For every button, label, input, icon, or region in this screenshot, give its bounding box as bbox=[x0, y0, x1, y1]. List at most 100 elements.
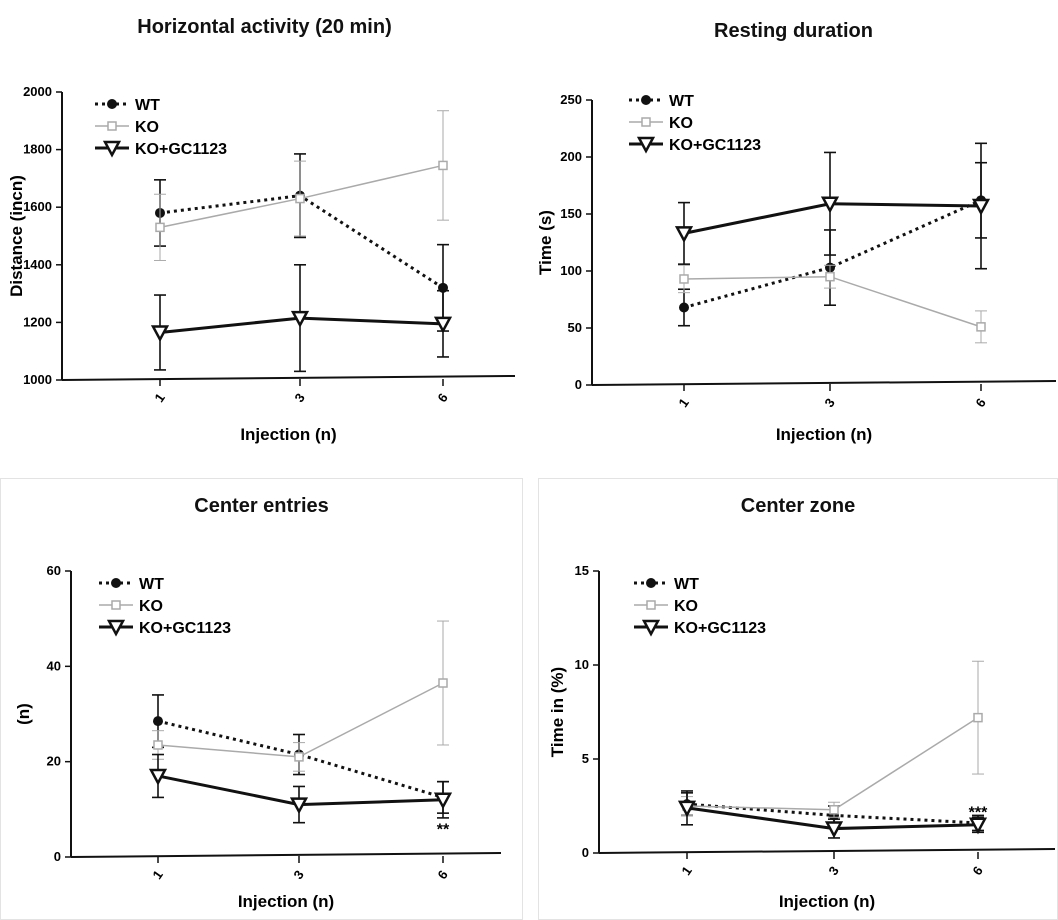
x-axis-label: Injection (n) bbox=[240, 425, 336, 444]
chart-title: Center entries bbox=[194, 495, 329, 517]
y-tick-label: 0 bbox=[54, 849, 61, 864]
legend-marker bbox=[641, 117, 651, 127]
chart-svg: 0 5 10 15 1 3 6 Injection (n) Time in (%) WT KO KO+… bbox=[548, 563, 1056, 911]
y-tick-label: 100 bbox=[560, 263, 582, 278]
legend-marker bbox=[107, 121, 117, 131]
series-line bbox=[686, 717, 979, 811]
data-point-ko bbox=[153, 740, 163, 750]
y-tick-label: 200 bbox=[560, 149, 582, 164]
data-point-ko-gc1123 bbox=[102, 140, 122, 158]
y-tick-label: 1400 bbox=[23, 257, 52, 272]
data-point-ko-gc1123 bbox=[433, 792, 453, 810]
legend-label: WT bbox=[674, 576, 699, 593]
y-tick-label: 0 bbox=[582, 845, 589, 860]
data-point-ko-gc1123 bbox=[636, 136, 656, 154]
data-point-ko bbox=[829, 805, 839, 815]
series-ko-gc1123 bbox=[150, 263, 453, 373]
y-tick-label: 0 bbox=[575, 377, 582, 392]
data-point-ko bbox=[641, 117, 651, 127]
series-ko bbox=[681, 660, 984, 818]
data-point-ko bbox=[976, 322, 986, 332]
data-point-wt bbox=[679, 302, 689, 313]
x-tick-label: 3 bbox=[291, 390, 307, 405]
chart-svg: 0 20 40 60 1 3 6 Injection (n) (n) WT KO KO+GC1123 *… bbox=[14, 563, 502, 911]
legend-label: KO bbox=[674, 598, 698, 615]
data-point-wt bbox=[153, 716, 163, 727]
x-axis bbox=[591, 380, 1057, 386]
data-point-ko bbox=[295, 193, 305, 204]
y-tick-label: 40 bbox=[47, 658, 61, 673]
y-tick-label: 20 bbox=[47, 754, 61, 769]
data-point-ko bbox=[111, 600, 121, 610]
series-line bbox=[683, 198, 982, 309]
chart-title: Center zone bbox=[740, 495, 856, 517]
significance-annotation: *** bbox=[969, 805, 988, 822]
data-point-ko-gc1123 bbox=[641, 619, 661, 637]
data-point-ko bbox=[679, 274, 689, 284]
x-tick-label: 3 bbox=[290, 867, 306, 882]
y-tick-label: 10 bbox=[575, 657, 589, 672]
data-point-ko-gc1123 bbox=[824, 821, 844, 839]
legend-label: KO+GC1123 bbox=[135, 141, 227, 158]
legend-marker bbox=[102, 140, 122, 158]
legend-label: KO+GC1123 bbox=[674, 620, 766, 637]
series-ko-gc1123 bbox=[674, 142, 991, 270]
x-tick-label: 1 bbox=[149, 867, 165, 882]
y-tick-label: 1200 bbox=[23, 314, 52, 329]
series-ko-gc1123 bbox=[677, 790, 988, 839]
data-point-ko bbox=[438, 678, 448, 688]
y-tick-label: 2000 bbox=[23, 84, 52, 99]
x-axis bbox=[598, 848, 1056, 854]
chart-svg: 0 50 100 150 200 250 1 3 6 Injection (n) Time (s) W… bbox=[536, 92, 1057, 444]
chart-title: Resting duration bbox=[714, 20, 873, 42]
series-ko bbox=[154, 110, 449, 261]
data-point-ko-gc1123 bbox=[289, 797, 309, 815]
legend-label: KO bbox=[669, 115, 693, 132]
data-point-ko-gc1123 bbox=[971, 198, 991, 216]
y-tick-label: 1000 bbox=[23, 372, 52, 387]
y-tick-label: 60 bbox=[47, 563, 61, 578]
chart-panel-center-zone: Center zone 0 5 10 15 1 3 6 Injection (n) Time i… bbox=[538, 478, 1058, 920]
data-point-ko bbox=[155, 222, 165, 233]
y-tick-label: 1800 bbox=[23, 142, 52, 157]
data-point-ko-gc1123 bbox=[290, 310, 310, 328]
chart-panel-horizontal-activity: Horizontal activity (20 min) 1000 1200 140… bbox=[0, 0, 529, 460]
series-ko bbox=[152, 620, 449, 772]
legend-marker bbox=[641, 95, 651, 105]
chart-panel-center-entries: Center entries 0 20 40 60 1 3 6 Injection (n) (n… bbox=[0, 478, 523, 920]
y-tick-label: 250 bbox=[560, 92, 582, 107]
x-axis bbox=[70, 852, 502, 858]
data-point-ko-gc1123 bbox=[674, 226, 694, 244]
data-point-wt bbox=[107, 99, 117, 109]
chart-svg: 1000 1200 1400 1600 1800 2000 1 3 6 Injection (n)… bbox=[7, 84, 516, 444]
series-line bbox=[683, 275, 982, 328]
data-point-ko bbox=[646, 600, 656, 610]
data-point-wt bbox=[641, 95, 651, 105]
x-tick-label: 1 bbox=[675, 395, 691, 410]
x-axis bbox=[61, 375, 516, 381]
legend-label: KO+GC1123 bbox=[669, 137, 761, 154]
legend-marker bbox=[111, 600, 121, 610]
legend-marker bbox=[646, 578, 656, 588]
legend-marker bbox=[641, 619, 661, 637]
legend-marker bbox=[646, 600, 656, 610]
data-point-ko-gc1123 bbox=[820, 196, 840, 214]
data-point-ko-gc1123 bbox=[148, 768, 168, 786]
series-wt bbox=[154, 153, 449, 332]
chart-panel-resting-duration: Resting duration 0 50 100 150 200 250 1 3 6 Injec… bbox=[529, 0, 1058, 460]
data-point-ko bbox=[438, 160, 448, 171]
legend-label: WT bbox=[669, 93, 694, 110]
legend-marker bbox=[636, 136, 656, 154]
data-point-ko bbox=[107, 121, 117, 131]
data-point-ko-gc1123 bbox=[150, 325, 170, 343]
data-point-ko-gc1123 bbox=[677, 800, 697, 818]
data-point-wt bbox=[111, 578, 121, 588]
y-tick-label: 150 bbox=[560, 206, 582, 221]
legend-label: WT bbox=[139, 576, 164, 593]
y-tick-label: 15 bbox=[575, 563, 589, 578]
series-wt bbox=[678, 161, 987, 327]
y-axis-label: Time (s) bbox=[536, 210, 555, 275]
y-axis-label: (n) bbox=[14, 703, 33, 725]
data-point-ko-gc1123 bbox=[106, 619, 126, 637]
x-tick-label: 6 bbox=[969, 863, 985, 878]
